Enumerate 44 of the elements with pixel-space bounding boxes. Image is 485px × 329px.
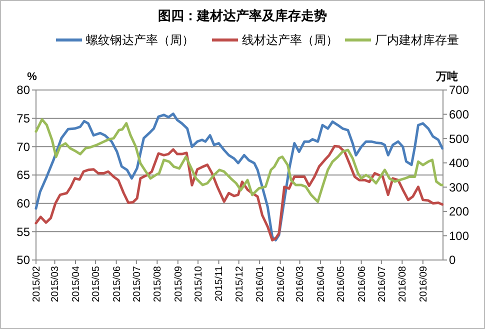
legend-label: 螺纹钢达产率（周） bbox=[86, 33, 194, 48]
y2-tick-label: 600 bbox=[449, 107, 470, 122]
x-tick-label: 2016/04 bbox=[316, 266, 327, 302]
y-tick-label: 55 bbox=[16, 224, 30, 239]
x-tick-label: 2015/08 bbox=[152, 266, 164, 302]
x-tick-label: 2015/11 bbox=[214, 266, 226, 302]
x-tick-label: 2015/03 bbox=[50, 266, 62, 302]
y2-tick-label: 0 bbox=[449, 253, 456, 268]
y2-axis-title: 万吨 bbox=[435, 70, 458, 83]
x-tick-label: 2016/03 bbox=[295, 266, 306, 302]
legend-label: 线材达产率（周） bbox=[242, 33, 338, 48]
line-series bbox=[34, 112, 444, 242]
x-tick-label: 2016/01 bbox=[255, 266, 266, 302]
x-tick-label: 2016/09 bbox=[418, 266, 430, 302]
y-tick-label: 80 bbox=[16, 83, 30, 98]
x-tick-label: 2016/06 bbox=[356, 266, 368, 302]
x-tick-label: 2015/02 bbox=[32, 266, 42, 302]
y2-tick-label: 700 bbox=[449, 83, 470, 98]
x-tick-label: 2016/07 bbox=[376, 266, 388, 302]
y2-tick-label: 500 bbox=[449, 132, 470, 146]
chart-title: 图四：建材达产率及库存走势 bbox=[158, 8, 327, 23]
x-tick-label: 2016/05 bbox=[336, 266, 348, 302]
line-series bbox=[34, 144, 444, 242]
y-tick-label: 70 bbox=[16, 140, 30, 154]
y2-tick-label: 200 bbox=[449, 204, 470, 219]
x-tick-label: 2015/07 bbox=[132, 266, 143, 302]
y-axis-title: % bbox=[27, 71, 38, 83]
y2-tick-label: 300 bbox=[449, 180, 470, 194]
line-series bbox=[34, 118, 444, 203]
x-tick-label: 2016/08 bbox=[398, 266, 409, 302]
x-tick-label: 2015/12 bbox=[234, 266, 246, 302]
x-tick-label: 2015/06 bbox=[112, 266, 123, 302]
y2-tick-label: 400 bbox=[449, 156, 470, 170]
y-tick-label: 65 bbox=[16, 168, 30, 182]
y-tick-label: 50 bbox=[16, 253, 30, 268]
y2-tick-label: 100 bbox=[449, 228, 470, 243]
y-tick-label: 60 bbox=[16, 196, 30, 211]
x-tick-label: 2015/05 bbox=[91, 266, 102, 302]
x-tick-label: 2015/09 bbox=[173, 266, 184, 302]
y-tick-label: 75 bbox=[16, 112, 30, 126]
x-tick-label: 2015/04 bbox=[70, 266, 82, 302]
x-tick-label: 2016/02 bbox=[276, 266, 287, 302]
legend-label: 厂内建材库存量 bbox=[375, 33, 459, 48]
x-tick-label: 2015/10 bbox=[193, 266, 204, 302]
